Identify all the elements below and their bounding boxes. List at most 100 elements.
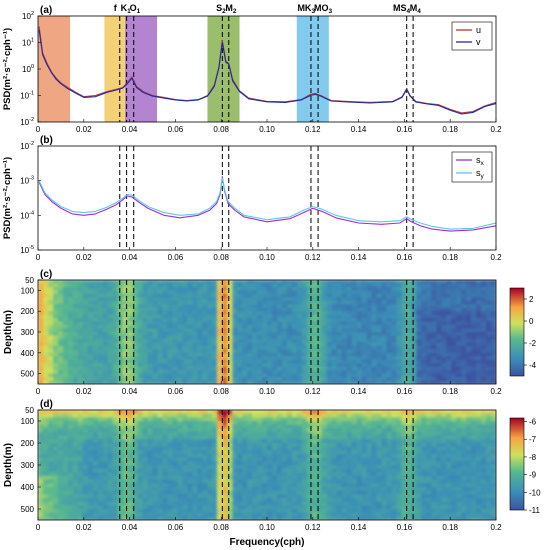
heatmap-cell <box>466 363 472 368</box>
heatmap-cell <box>242 318 248 323</box>
heatmap-cell <box>117 332 124 337</box>
heatmap-cell <box>122 335 129 340</box>
heatmap-cell <box>242 297 248 302</box>
heatmap-cell <box>157 428 164 433</box>
heatmap-cell <box>72 352 79 357</box>
heatmap-cell <box>396 290 403 295</box>
heatmap-cell <box>38 290 44 295</box>
heatmap-cell <box>192 432 198 437</box>
heatmap-cell <box>436 443 442 448</box>
x-tick-label: 0.06 <box>168 387 184 396</box>
heatmap-cell <box>331 363 338 368</box>
heatmap-cell <box>326 300 333 305</box>
heatmap-cell <box>346 454 353 459</box>
heatmap-cell <box>42 439 49 444</box>
heatmap-cell <box>222 417 228 422</box>
heatmap-cell <box>281 373 288 378</box>
heatmap-cell <box>481 359 487 364</box>
heatmap-cell <box>426 321 432 326</box>
heatmap-cell <box>212 476 218 481</box>
heatmap-cell <box>52 286 59 291</box>
heatmap-cell <box>207 465 213 470</box>
heatmap-cell <box>147 286 154 291</box>
heatmap-cell <box>107 370 114 375</box>
heatmap-cell <box>381 300 388 305</box>
heatmap-cell <box>441 304 447 309</box>
heatmap-cell <box>52 359 59 364</box>
heatmap-cell <box>132 328 139 333</box>
heatmap-cell <box>38 356 44 361</box>
heatmap-cell <box>267 450 273 455</box>
heatmap-cell <box>177 380 183 384</box>
heatmap-cell <box>286 366 293 371</box>
heatmap-cell <box>177 283 183 288</box>
heatmap-cell <box>376 435 383 440</box>
heatmap-cell <box>481 465 487 470</box>
heatmap-cell <box>92 465 99 470</box>
heatmap-cell <box>252 428 258 433</box>
heatmap-cell <box>107 314 114 319</box>
heatmap-cell <box>202 446 208 451</box>
heatmap-cell <box>167 465 174 470</box>
heatmap-cell <box>117 283 124 288</box>
heatmap-cell <box>386 297 393 302</box>
heatmap-cell <box>122 490 129 495</box>
heatmap-cell <box>167 377 174 382</box>
heatmap-cell <box>436 286 442 291</box>
heatmap-cell <box>122 428 129 433</box>
heatmap-cell <box>202 318 208 323</box>
heatmap-cell <box>127 439 134 444</box>
heatmap-cell <box>157 335 164 340</box>
heatmap-cell <box>42 424 49 429</box>
heatmap-cell <box>341 321 348 326</box>
heatmap-cell <box>281 439 288 444</box>
heatmap-cell <box>401 413 407 418</box>
heatmap-cell <box>182 283 188 288</box>
heatmap-cell <box>207 435 213 440</box>
heatmap-cell <box>281 286 288 291</box>
heatmap-cell <box>167 345 174 350</box>
heatmap-cell <box>162 304 169 309</box>
heatmap-cell <box>42 345 49 350</box>
heatmap-cell <box>42 325 49 330</box>
heatmap-cell <box>212 304 218 309</box>
heatmap-cell <box>212 297 218 302</box>
heatmap-cell <box>336 428 343 433</box>
heatmap-cell <box>42 342 49 347</box>
heatmap-cell <box>147 318 154 323</box>
heatmap-cell <box>182 410 188 415</box>
heatmap-cell <box>42 300 49 305</box>
x-tick-label: 0.06 <box>168 125 184 134</box>
heatmap-cell <box>197 297 203 302</box>
heatmap-cell <box>192 373 198 378</box>
x-tick-label: 0.2 <box>490 387 502 396</box>
heatmap-cell <box>361 424 368 429</box>
heatmap-cell <box>207 373 213 378</box>
heatmap-cell <box>386 366 393 371</box>
heatmap-cell <box>82 321 89 326</box>
heatmap-cell <box>82 304 89 309</box>
heatmap-cell <box>456 290 462 295</box>
heatmap-cell <box>92 472 99 477</box>
heatmap-cell <box>52 363 59 368</box>
heatmap-cell <box>262 428 268 433</box>
heatmap-cell <box>366 280 373 285</box>
heatmap-cell <box>351 461 358 466</box>
heatmap-cell <box>296 377 303 382</box>
heatmap-cell <box>192 283 198 288</box>
heatmap-cell <box>466 356 472 361</box>
heatmap-cell <box>197 328 203 333</box>
heatmap-cell <box>481 461 487 466</box>
heatmap-cell <box>207 286 213 291</box>
heatmap-cell <box>257 417 263 422</box>
heatmap-cell <box>202 290 208 295</box>
heatmap-cell <box>52 435 59 440</box>
constituent-label: f <box>114 3 118 13</box>
heatmap-cell <box>331 293 338 298</box>
heatmap-cell <box>252 325 258 330</box>
heatmap-cell <box>311 421 318 426</box>
heatmap-cell <box>87 454 94 459</box>
heatmap-cell <box>391 468 398 473</box>
heatmap-cell <box>97 286 104 291</box>
heatmap-cell <box>167 468 174 473</box>
